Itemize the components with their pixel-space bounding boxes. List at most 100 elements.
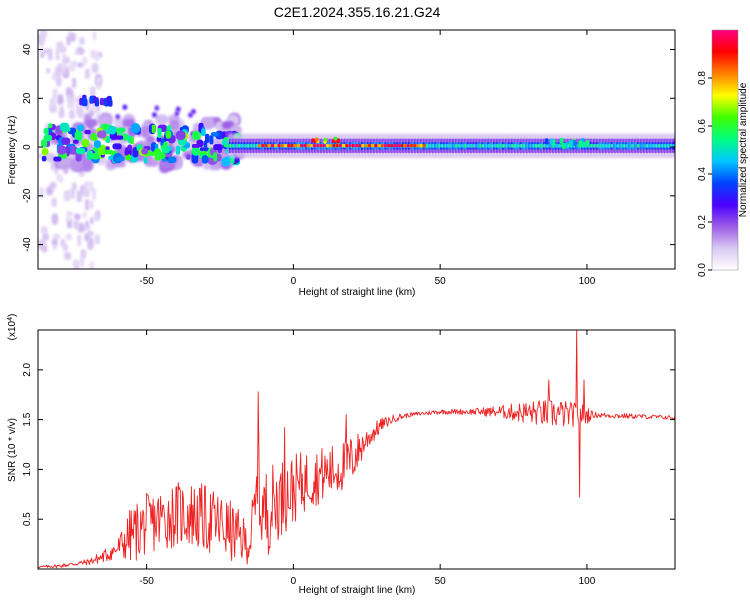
spectrogram-cell — [333, 136, 338, 141]
spectrogram-x-ticks: -50 0 50 100 — [139, 30, 596, 287]
spectrogram-cell — [115, 114, 120, 120]
spectrogram-cell — [191, 109, 196, 115]
spectrogram-cell — [186, 154, 191, 160]
spectrogram-cell — [636, 143, 640, 148]
spectrogram-cell — [46, 68, 51, 74]
spectrogram-cell — [504, 143, 508, 148]
spectrogram-y-tick-label: -40 — [22, 237, 33, 252]
spectrogram-cell — [293, 143, 297, 148]
spectrogram-cell — [94, 54, 100, 62]
spectrogram-cells — [38, 30, 675, 269]
spectrogram-cell — [53, 156, 62, 162]
spectrogram-cell — [113, 135, 124, 140]
spectrogram-cell — [114, 118, 125, 128]
spectrogram-cell — [62, 62, 67, 75]
spectrogram-cell — [437, 143, 441, 148]
snr-x-tick-label: -50 — [139, 576, 154, 587]
spectrogram-cell — [66, 36, 71, 46]
spectrogram-cell — [62, 54, 66, 65]
spectrogram-cell — [387, 143, 391, 148]
spectrogram-cell — [51, 238, 58, 246]
spectrogram-cell — [72, 61, 78, 66]
spectrogram-cell — [258, 143, 262, 148]
spectrogram-cell — [221, 140, 230, 145]
spectrogram-cell — [85, 220, 89, 228]
spectrogram-cell — [170, 119, 180, 131]
spectrogram-y-tick-label: -20 — [22, 188, 33, 203]
spectrogram-cell — [112, 143, 122, 150]
spectrogram-cell — [525, 143, 529, 148]
spectrogram-cell — [65, 233, 73, 241]
spectrogram-cell — [240, 143, 244, 148]
colorbar-tick-label: 0.6 — [697, 119, 708, 133]
spectrogram-cell — [660, 143, 664, 148]
spectrogram-cell — [146, 151, 156, 156]
colorbar-tick-label: 0.4 — [697, 167, 708, 181]
spectrogram-cell — [569, 139, 574, 146]
spectrogram-cell — [191, 143, 201, 148]
spectrogram-cell — [419, 143, 423, 148]
spectrogram-cell — [501, 143, 505, 148]
spectrogram-cell — [585, 139, 590, 147]
spectrogram-cell — [380, 143, 384, 148]
spectrogram-cell — [604, 143, 608, 148]
spectrogram-cell — [542, 143, 546, 148]
spectrogram-cell — [91, 152, 100, 160]
spectrogram-cell — [572, 139, 577, 146]
spectrogram-y-axis-label: Frequency (Hz) — [7, 116, 18, 185]
spectrogram-cell — [41, 147, 49, 156]
snr-y-tick-label: 2.0 — [22, 362, 33, 376]
spectrogram-cell — [237, 143, 241, 148]
spectrogram-cell — [90, 217, 94, 225]
spectrogram-cell — [451, 143, 455, 148]
spectrogram-cell — [622, 143, 626, 148]
colorbar-label: Normalized spectral amplitude — [738, 82, 749, 217]
snr-x-tick-label: 0 — [291, 576, 297, 587]
spectrogram-cell — [49, 104, 57, 113]
spectrogram-cell — [89, 261, 94, 269]
spectrogram-cell — [56, 173, 62, 182]
spectrogram-cell — [115, 156, 125, 162]
spectrogram-cell — [309, 143, 313, 148]
spectrogram-cell — [306, 143, 310, 148]
spectrogram-cell — [534, 143, 538, 148]
spectrogram-cell — [322, 143, 326, 148]
spectrogram-cell — [274, 143, 278, 148]
spectrogram-cell — [155, 114, 169, 125]
spectrogram-cell — [174, 111, 180, 116]
spectrogram-cell — [367, 143, 371, 148]
spectrogram-x-tick-label: 0 — [291, 276, 297, 287]
spectrogram-cell — [400, 143, 404, 148]
spectrogram-x-tick-label: 50 — [435, 276, 447, 287]
spectrogram-cell — [545, 143, 549, 148]
spectrogram-cell — [431, 143, 435, 148]
spectrogram-cell — [53, 233, 61, 239]
spectrogram-cell — [108, 125, 117, 135]
spectrogram-cell — [613, 143, 617, 148]
spectrogram-panel: -50 0 50 100 -40 -20 0 20 40 Height of straight… — [7, 29, 676, 298]
colorbar: 0.0 0.2 0.4 0.6 0.8 Normalized spectral ampl… — [697, 29, 749, 277]
spectrogram-cell — [554, 143, 558, 148]
spectrogram-cell — [516, 143, 520, 148]
spectrogram-cell — [132, 147, 139, 158]
spectrogram-cell — [325, 143, 329, 148]
spectrogram-cell — [61, 137, 71, 145]
spectrogram-cell — [118, 127, 123, 136]
spectrogram-cell — [440, 143, 444, 148]
spectrogram-cell — [630, 143, 635, 148]
spectrogram-cell — [342, 143, 346, 148]
spectrogram-cell — [592, 143, 596, 148]
spectrogram-cell — [619, 143, 623, 148]
spectrogram-cell — [84, 199, 90, 211]
spectrogram-cell — [549, 138, 553, 145]
spectrogram-cell — [79, 36, 85, 45]
spectrogram-cell — [393, 143, 397, 148]
spectrogram-cell — [484, 143, 488, 148]
spectrogram-cell — [335, 143, 339, 148]
spectrogram-cell — [130, 137, 134, 145]
spectrogram-cell — [201, 155, 209, 164]
spectrogram-cell — [141, 125, 151, 139]
spectrogram-cell — [57, 145, 66, 155]
snr-y-ticks: 0.5 1.0 1.5 2.0 — [22, 362, 675, 526]
spectrogram-cell — [666, 143, 670, 148]
